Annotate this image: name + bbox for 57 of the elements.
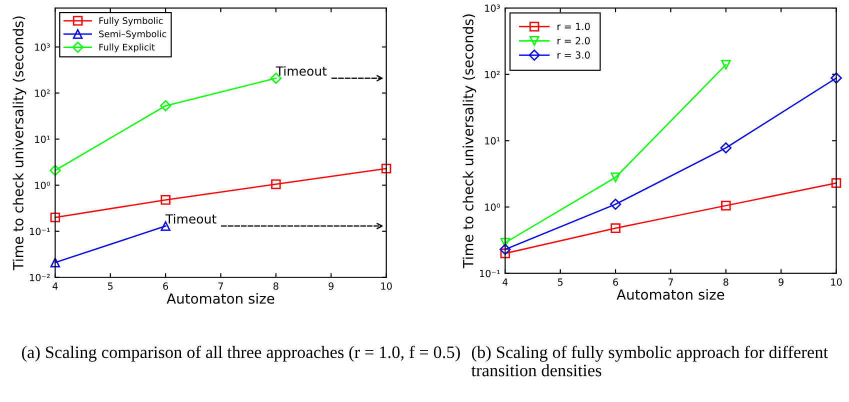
point [50,258,60,268]
legend-label: r = 3.0 [558,51,590,59]
x-axis-title: Automaton size [166,293,274,304]
x-tick-label: 10 [831,278,842,286]
point [610,198,622,210]
legend-label: r = 1.0 [558,22,590,30]
point [610,172,620,182]
x-tick-label: 6 [613,278,618,286]
point [381,164,392,174]
point [831,178,842,188]
y-tick-label: 10³ [485,4,500,12]
y-axis-title: Time to check universality (seconds) [12,16,26,270]
x-tick-label: 5 [108,282,113,290]
y-tick-label: 10² [485,70,500,78]
x-tick-label: 7 [218,282,223,290]
point [50,164,61,176]
y-tick-label: 10⁻¹ [30,228,50,236]
x-tick-label: 6 [163,282,168,290]
x-tick-label: 9 [778,278,784,286]
y-tick-label: 10⁻¹ [480,270,500,278]
point [720,142,732,154]
y-axis-title: Time to check universality (seconds) [462,14,476,268]
y-tick-label: 10¹ [485,137,500,145]
point [500,248,510,258]
point [500,244,511,255]
legend-label: r = 2.0 [558,37,590,44]
point [271,179,281,190]
x-tick-label: 5 [558,278,563,286]
point [160,100,172,112]
point [721,200,731,210]
annotation: Timeout [166,214,216,224]
legend-label: Fully Explicit [99,44,155,52]
x-tick-label: 4 [502,278,508,286]
y-tick-label: 10⁻² [30,274,50,282]
x-axis-title: Automaton size [616,289,724,300]
point [160,195,170,205]
x-tick-label: 8 [273,282,278,290]
y-tick-label: 10¹ [35,136,50,143]
point [610,223,620,234]
legend-label: Fully Symbolic [99,17,163,26]
text: (a) Scaling comparison of all three approaches (r = 1.0, f = 0.5) [22,346,460,362]
point [50,212,60,222]
y-tick-label: 10⁰ [485,204,500,211]
y-tick-label: 10⁰ [35,182,50,190]
x-tick-label: 10 [381,282,392,290]
point [721,60,731,70]
y-tick-label: 10³ [35,43,50,51]
x-tick-label: 9 [328,282,334,290]
text: (b) Scaling of fully symbolic approach for different transition densities [471,346,828,376]
x-tick-label: 4 [52,282,58,290]
x-tick-label: 8 [723,278,728,286]
x-tick-label: 7 [668,278,673,286]
legend-label: Semi–Symbolic [99,30,166,40]
point [500,238,510,248]
annotation: Timeout [276,66,327,76]
point [830,72,842,84]
y-tick-label: 10² [35,90,50,97]
